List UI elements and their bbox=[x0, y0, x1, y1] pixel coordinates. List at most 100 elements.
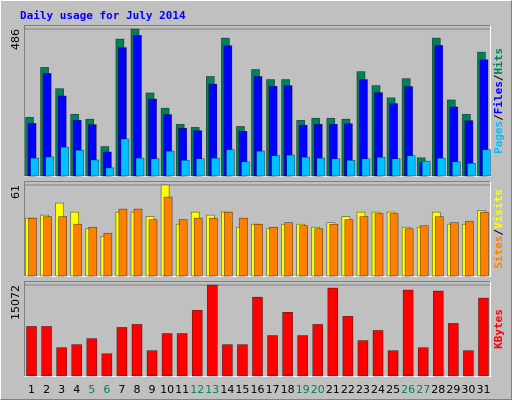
bar bbox=[133, 35, 142, 177]
bar bbox=[359, 216, 369, 277]
bar bbox=[404, 228, 414, 277]
bar bbox=[480, 211, 489, 277]
bar bbox=[193, 217, 203, 277]
bar bbox=[148, 219, 158, 277]
bar bbox=[146, 350, 158, 377]
bar bbox=[88, 226, 98, 277]
legend-entry: KBytes bbox=[492, 309, 505, 349]
bar bbox=[86, 338, 98, 377]
bar bbox=[239, 217, 248, 277]
bar bbox=[402, 289, 414, 377]
x-tick-label: 22 bbox=[341, 383, 355, 396]
x-tick-label: 31 bbox=[476, 383, 490, 396]
x-tick-label: 13 bbox=[205, 383, 219, 396]
bar bbox=[391, 158, 401, 177]
x-tick-label: 21 bbox=[326, 383, 340, 396]
bar bbox=[60, 146, 69, 177]
bar bbox=[432, 290, 444, 377]
panel-bevel bbox=[24, 181, 491, 277]
panel-bevel bbox=[24, 281, 491, 377]
bar bbox=[56, 347, 67, 377]
legend: Sites/Visits bbox=[492, 189, 505, 269]
x-tick-label: 14 bbox=[220, 383, 234, 396]
bar bbox=[237, 344, 248, 377]
bar bbox=[30, 157, 39, 177]
bar bbox=[191, 309, 203, 377]
x-tick-label: 29 bbox=[446, 383, 460, 396]
bar bbox=[327, 287, 339, 377]
bar bbox=[252, 296, 263, 377]
legend-entry: Visits bbox=[492, 189, 505, 229]
bar bbox=[314, 228, 324, 277]
panel-bevel bbox=[24, 281, 491, 377]
bar bbox=[434, 45, 444, 177]
bar bbox=[467, 162, 476, 177]
bar bbox=[75, 149, 85, 177]
x-tick-label: 23 bbox=[356, 383, 370, 396]
x-tick-label: 3 bbox=[58, 383, 65, 396]
bar bbox=[195, 158, 205, 177]
bar bbox=[131, 324, 143, 377]
x-tick-label: 19 bbox=[296, 383, 310, 396]
x-tick-label: 16 bbox=[251, 383, 265, 396]
bar bbox=[211, 157, 220, 177]
bar bbox=[417, 347, 429, 377]
y-tick-label: 61 bbox=[9, 185, 22, 199]
bar bbox=[118, 208, 128, 277]
bar bbox=[406, 155, 416, 177]
bar bbox=[389, 213, 399, 277]
bar bbox=[282, 311, 293, 377]
bar bbox=[284, 222, 293, 277]
bar bbox=[421, 160, 431, 177]
x-tick-label: 4 bbox=[73, 383, 80, 396]
bar bbox=[463, 350, 474, 377]
bar bbox=[71, 344, 83, 377]
bar bbox=[271, 155, 280, 177]
bar bbox=[133, 208, 143, 277]
bar bbox=[434, 216, 444, 277]
bar bbox=[163, 196, 173, 277]
bar bbox=[224, 211, 233, 277]
x-tick-label: 26 bbox=[401, 383, 415, 396]
bar bbox=[436, 157, 446, 177]
panel-bevel bbox=[24, 25, 491, 177]
x-tick-label: 5 bbox=[88, 383, 95, 396]
legend-entry: Files bbox=[492, 81, 505, 114]
x-tick-label: 30 bbox=[461, 383, 475, 396]
bar bbox=[450, 222, 459, 277]
bar bbox=[45, 156, 54, 177]
x-tick-label: 10 bbox=[160, 383, 174, 396]
legend: KBytes bbox=[492, 309, 505, 349]
bar bbox=[312, 324, 324, 377]
x-tick-label: 28 bbox=[431, 383, 445, 396]
bar bbox=[286, 154, 295, 177]
bar bbox=[372, 330, 384, 377]
x-tick-label: 18 bbox=[281, 383, 295, 396]
legend-entry: Pages bbox=[492, 121, 505, 154]
x-tick-label: 9 bbox=[149, 383, 156, 396]
bar bbox=[361, 158, 371, 177]
bar bbox=[342, 316, 354, 377]
bar bbox=[58, 216, 67, 277]
bar bbox=[387, 350, 399, 377]
bar bbox=[135, 157, 145, 177]
x-tick-label: 6 bbox=[103, 383, 110, 396]
legend-entry: Hits bbox=[492, 48, 505, 75]
x-tick-label: 20 bbox=[311, 383, 325, 396]
legend: Pages/Files/Hits bbox=[492, 48, 505, 154]
x-tick-label: 12 bbox=[190, 383, 204, 396]
bar bbox=[105, 167, 115, 177]
chart-title: Daily usage for July 2014 bbox=[20, 9, 186, 22]
bar bbox=[241, 161, 250, 177]
bar bbox=[165, 150, 175, 177]
bar bbox=[256, 150, 265, 177]
x-tick-label: 11 bbox=[175, 383, 189, 396]
bar bbox=[73, 223, 83, 277]
bar bbox=[357, 340, 369, 377]
bar bbox=[448, 323, 459, 377]
legend-separator: / bbox=[492, 74, 505, 81]
bar bbox=[176, 333, 188, 377]
y-tick-label: 486 bbox=[9, 29, 22, 50]
bar bbox=[269, 226, 278, 277]
